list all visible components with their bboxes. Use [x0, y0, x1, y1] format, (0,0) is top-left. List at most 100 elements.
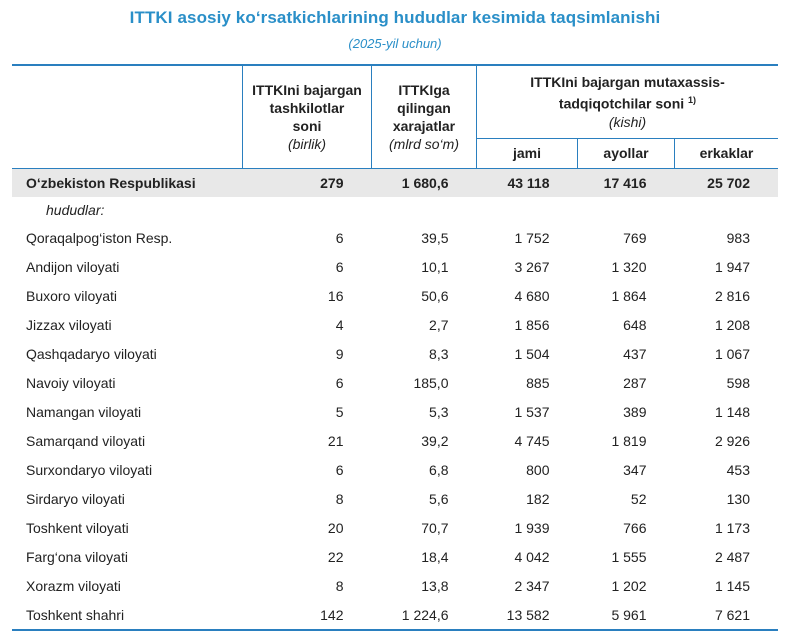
- region-researchers: 1 939: [514, 519, 550, 536]
- total-orgs: 279: [242, 168, 372, 197]
- page-title: ITTKI asosiy ko‘rsatkichlarining hududla…: [129, 8, 661, 27]
- region-women: 648: [623, 316, 647, 333]
- header-res-unit: (kishi): [608, 113, 647, 130]
- region-orgs: 4: [335, 316, 344, 333]
- region-researchers: 1 752: [514, 229, 550, 246]
- table-row-total: O‘zbekiston Respublikasi 279 1 680,6 43 …: [12, 168, 778, 197]
- statistics-table: ITTKIni bajargan tashkilotlar soni (birl…: [12, 64, 778, 631]
- region-orgs: 6: [335, 461, 344, 478]
- region-men: 598: [726, 374, 750, 391]
- header-res-line1: ITTKIni bajargan mutaxassis-: [530, 73, 725, 90]
- region-expenses: 70,7: [421, 519, 449, 536]
- total-expenses: 1 680,6: [371, 168, 477, 197]
- region-researchers: 2 347: [514, 577, 550, 594]
- header-org-unit: (birlik): [287, 136, 327, 152]
- table-row: Navoiy viloyati 6 185,0 885 287 598: [12, 368, 778, 397]
- total-researchers: 43 118: [476, 168, 578, 197]
- footnote-marker: 1): [688, 94, 697, 105]
- region-researchers: 4 745: [514, 432, 550, 449]
- header-researchers: ITTKIni bajargan mutaxassis- tadqiqotchi…: [476, 65, 778, 139]
- region-orgs: 8: [335, 577, 344, 594]
- region-name: Navoiy viloyati: [26, 374, 116, 391]
- region-expenses: 185,0: [413, 374, 449, 391]
- region-men: 1 947: [714, 258, 750, 275]
- region-men: 2 816: [714, 287, 750, 304]
- region-orgs: 6: [335, 374, 344, 391]
- header-org-line1: ITTKIni bajargan: [252, 82, 362, 98]
- region-women: 52: [630, 490, 647, 507]
- region-expenses: 5,6: [429, 490, 449, 507]
- region-men: 1 067: [714, 345, 750, 362]
- region-name: Jizzax viloyati: [26, 316, 112, 333]
- region-researchers: 3 267: [514, 258, 550, 275]
- header-org-line3: soni: [292, 118, 322, 134]
- region-orgs: 8: [335, 490, 344, 507]
- region-expenses: 6,8: [429, 461, 449, 478]
- region-women: 766: [623, 519, 647, 536]
- region-men: 1 148: [714, 403, 750, 420]
- header-exp-line1: ITTKIga: [398, 82, 450, 98]
- region-researchers: 885: [526, 374, 550, 391]
- region-name: Namangan viloyati: [26, 403, 142, 420]
- region-expenses: 2,7: [429, 316, 449, 333]
- table-row: Toshkent shahri 142 1 224,6 13 582 5 961 7 62…: [12, 600, 778, 631]
- region-orgs: 16: [327, 287, 344, 304]
- region-women: 1 202: [611, 577, 647, 594]
- region-name: Qoraqalpog‘iston Resp.: [26, 229, 173, 246]
- region-orgs: 5: [335, 403, 344, 420]
- region-researchers: 13 582: [476, 600, 578, 631]
- table-row: Jizzax viloyati 4 2,7 1 856 648 1 208: [12, 310, 778, 339]
- region-women: 769: [623, 229, 647, 246]
- region-expenses: 1 224,6: [371, 600, 477, 631]
- header-sub-men: erkaklar: [674, 137, 778, 170]
- header-exp-line3: xarajatlar: [392, 118, 456, 134]
- region-orgs: 6: [335, 229, 344, 246]
- region-women: 5 961: [577, 600, 675, 631]
- region-women: 347: [623, 461, 647, 478]
- region-men: 453: [726, 461, 750, 478]
- header-exp-unit: (mlrd so‘m): [389, 136, 459, 152]
- region-name: Andijon viloyati: [26, 258, 120, 275]
- header-sub-women: ayollar: [577, 137, 675, 170]
- region-expenses: 39,2: [421, 432, 449, 449]
- region-expenses: 18,4: [421, 548, 449, 565]
- table-row: Surxondaryo viloyati 6 6,8 800 347 453: [12, 455, 778, 484]
- table-row: Buxoro viloyati 16 50,6 4 680 1 864 2 816: [12, 281, 778, 310]
- region-men: 1 208: [714, 316, 750, 333]
- total-name: O‘zbekiston Respublikasi: [12, 168, 243, 197]
- region-researchers: 1 537: [514, 403, 550, 420]
- region-men: 1 145: [714, 577, 750, 594]
- region-men: 983: [726, 229, 750, 246]
- region-women: 1 320: [611, 258, 647, 275]
- region-women: 1 819: [611, 432, 647, 449]
- table-row: Qashqadaryo viloyati 9 8,3 1 504 437 1 067: [12, 339, 778, 368]
- region-expenses: 5,3: [429, 403, 449, 420]
- region-name: Surxondaryo viloyati: [26, 461, 153, 478]
- region-orgs: 9: [335, 345, 344, 362]
- region-orgs: 142: [242, 600, 372, 631]
- region-expenses: 39,5: [421, 229, 449, 246]
- region-researchers: 1 856: [514, 316, 550, 333]
- section-row: hududlar:: [12, 197, 778, 223]
- region-women: 1 864: [611, 287, 647, 304]
- header-org-line2: tashkilotlar: [269, 100, 345, 116]
- region-name: Buxoro viloyati: [26, 287, 118, 304]
- region-men: 1 173: [714, 519, 750, 536]
- region-researchers: 1 504: [514, 345, 550, 362]
- region-name: Farg‘ona viloyati: [26, 548, 128, 565]
- region-expenses: 13,8: [421, 577, 449, 594]
- total-men: 25 702: [674, 168, 778, 197]
- region-expenses: 50,6: [421, 287, 449, 304]
- header-exp-line2: qilingan: [397, 100, 451, 116]
- region-women: 1 555: [611, 548, 647, 565]
- table-row: Samarqand viloyati 21 39,2 4 745 1 819 2 926: [12, 426, 778, 455]
- region-name: Samarqand viloyati: [26, 432, 146, 449]
- table-row: Qoraqalpog‘iston Resp. 6 39,5 1 752 769 983: [12, 223, 778, 252]
- region-men: 7 621: [674, 600, 778, 631]
- header-organizations: ITTKIni bajargan tashkilotlar soni (birl…: [242, 65, 372, 169]
- region-name: Qashqadaryo viloyati: [26, 345, 157, 362]
- region-expenses: 10,1: [421, 258, 449, 275]
- region-name: Toshkent viloyati: [26, 519, 129, 536]
- region-men: 2 487: [714, 548, 750, 565]
- region-name: Xorazm viloyati: [26, 577, 121, 594]
